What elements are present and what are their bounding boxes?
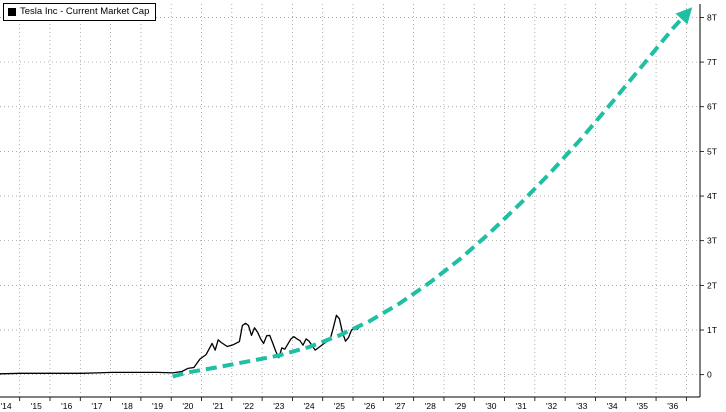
- x-tick-label: '20: [182, 401, 193, 411]
- x-tick-label: '31: [516, 401, 527, 411]
- x-tick-label: '15: [31, 401, 42, 411]
- x-tick-label: '17: [91, 401, 102, 411]
- x-tick-label: '22: [243, 401, 254, 411]
- x-tick-label: '33: [576, 401, 587, 411]
- x-tick-label: '23: [273, 401, 284, 411]
- y-tick-label: 1T: [707, 325, 717, 335]
- x-tick-label: '29: [455, 401, 466, 411]
- legend: Tesla Inc - Current Market Cap: [3, 3, 157, 21]
- y-tick-label: 3T: [707, 236, 717, 246]
- grid-lines: [0, 4, 701, 398]
- x-tick-label: '30: [485, 401, 496, 411]
- y-tick-label: 5T: [707, 146, 717, 156]
- x-tick-label: '25: [334, 401, 345, 411]
- series-layer: [0, 7, 693, 379]
- x-tick-label: '28: [425, 401, 436, 411]
- y-tick-label: 4T: [707, 191, 717, 201]
- x-tick-label: '16: [61, 401, 72, 411]
- projection-line: [172, 7, 693, 379]
- y-tick-label: 2T: [707, 280, 717, 290]
- x-tick-label: '27: [394, 401, 405, 411]
- x-tick-label: '32: [546, 401, 557, 411]
- x-tick-label: '35: [637, 401, 648, 411]
- x-tick-label: '26: [364, 401, 375, 411]
- y-tick-label: 6T: [707, 102, 717, 112]
- legend-swatch: [8, 8, 16, 16]
- x-tick-label: '18: [122, 401, 133, 411]
- y-tick-label: 7T: [707, 57, 717, 67]
- y-tick-label: 0: [707, 370, 712, 380]
- x-tick-label: '36: [667, 401, 678, 411]
- x-tick-label: '21: [213, 401, 224, 411]
- x-tick-label: '34: [607, 401, 618, 411]
- y-tick-label: 8T: [707, 12, 717, 22]
- x-tick-label: '19: [152, 401, 163, 411]
- legend-label: Tesla Inc - Current Market Cap: [20, 6, 150, 17]
- market-cap-line: [0, 314, 362, 375]
- axis-ticks: '14 '15 '16 '17 '18 '19 '20 '21 '22 '23 '24 '25 '26 '…: [1, 12, 717, 411]
- x-tick-label: '14: [1, 401, 12, 411]
- x-tick-label: '24: [304, 401, 315, 411]
